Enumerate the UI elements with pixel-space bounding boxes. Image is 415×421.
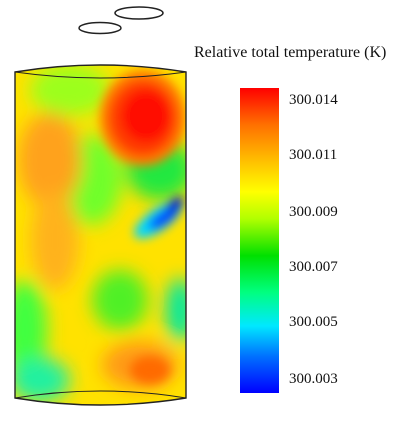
vessel-top-rim	[14, 71, 187, 79]
legend-tick-label: 300.009	[289, 204, 338, 220]
vessel-bottom-rim	[14, 390, 187, 399]
legend-title: Relative total temperature (K)	[194, 44, 387, 61]
legend-tick-label: 300.003	[289, 371, 338, 387]
color-scale-bar	[240, 88, 279, 393]
legend-tick-label: 300.005	[289, 314, 338, 330]
legend-tick-label: 300.007	[289, 259, 338, 275]
temperature-contour	[15, 65, 186, 405]
legend-tick-label: 300.014	[289, 92, 338, 108]
legend-tick-label: 300.011	[289, 147, 338, 163]
top-port-large-icon	[114, 6, 164, 20]
top-port-small-icon	[78, 21, 122, 35]
